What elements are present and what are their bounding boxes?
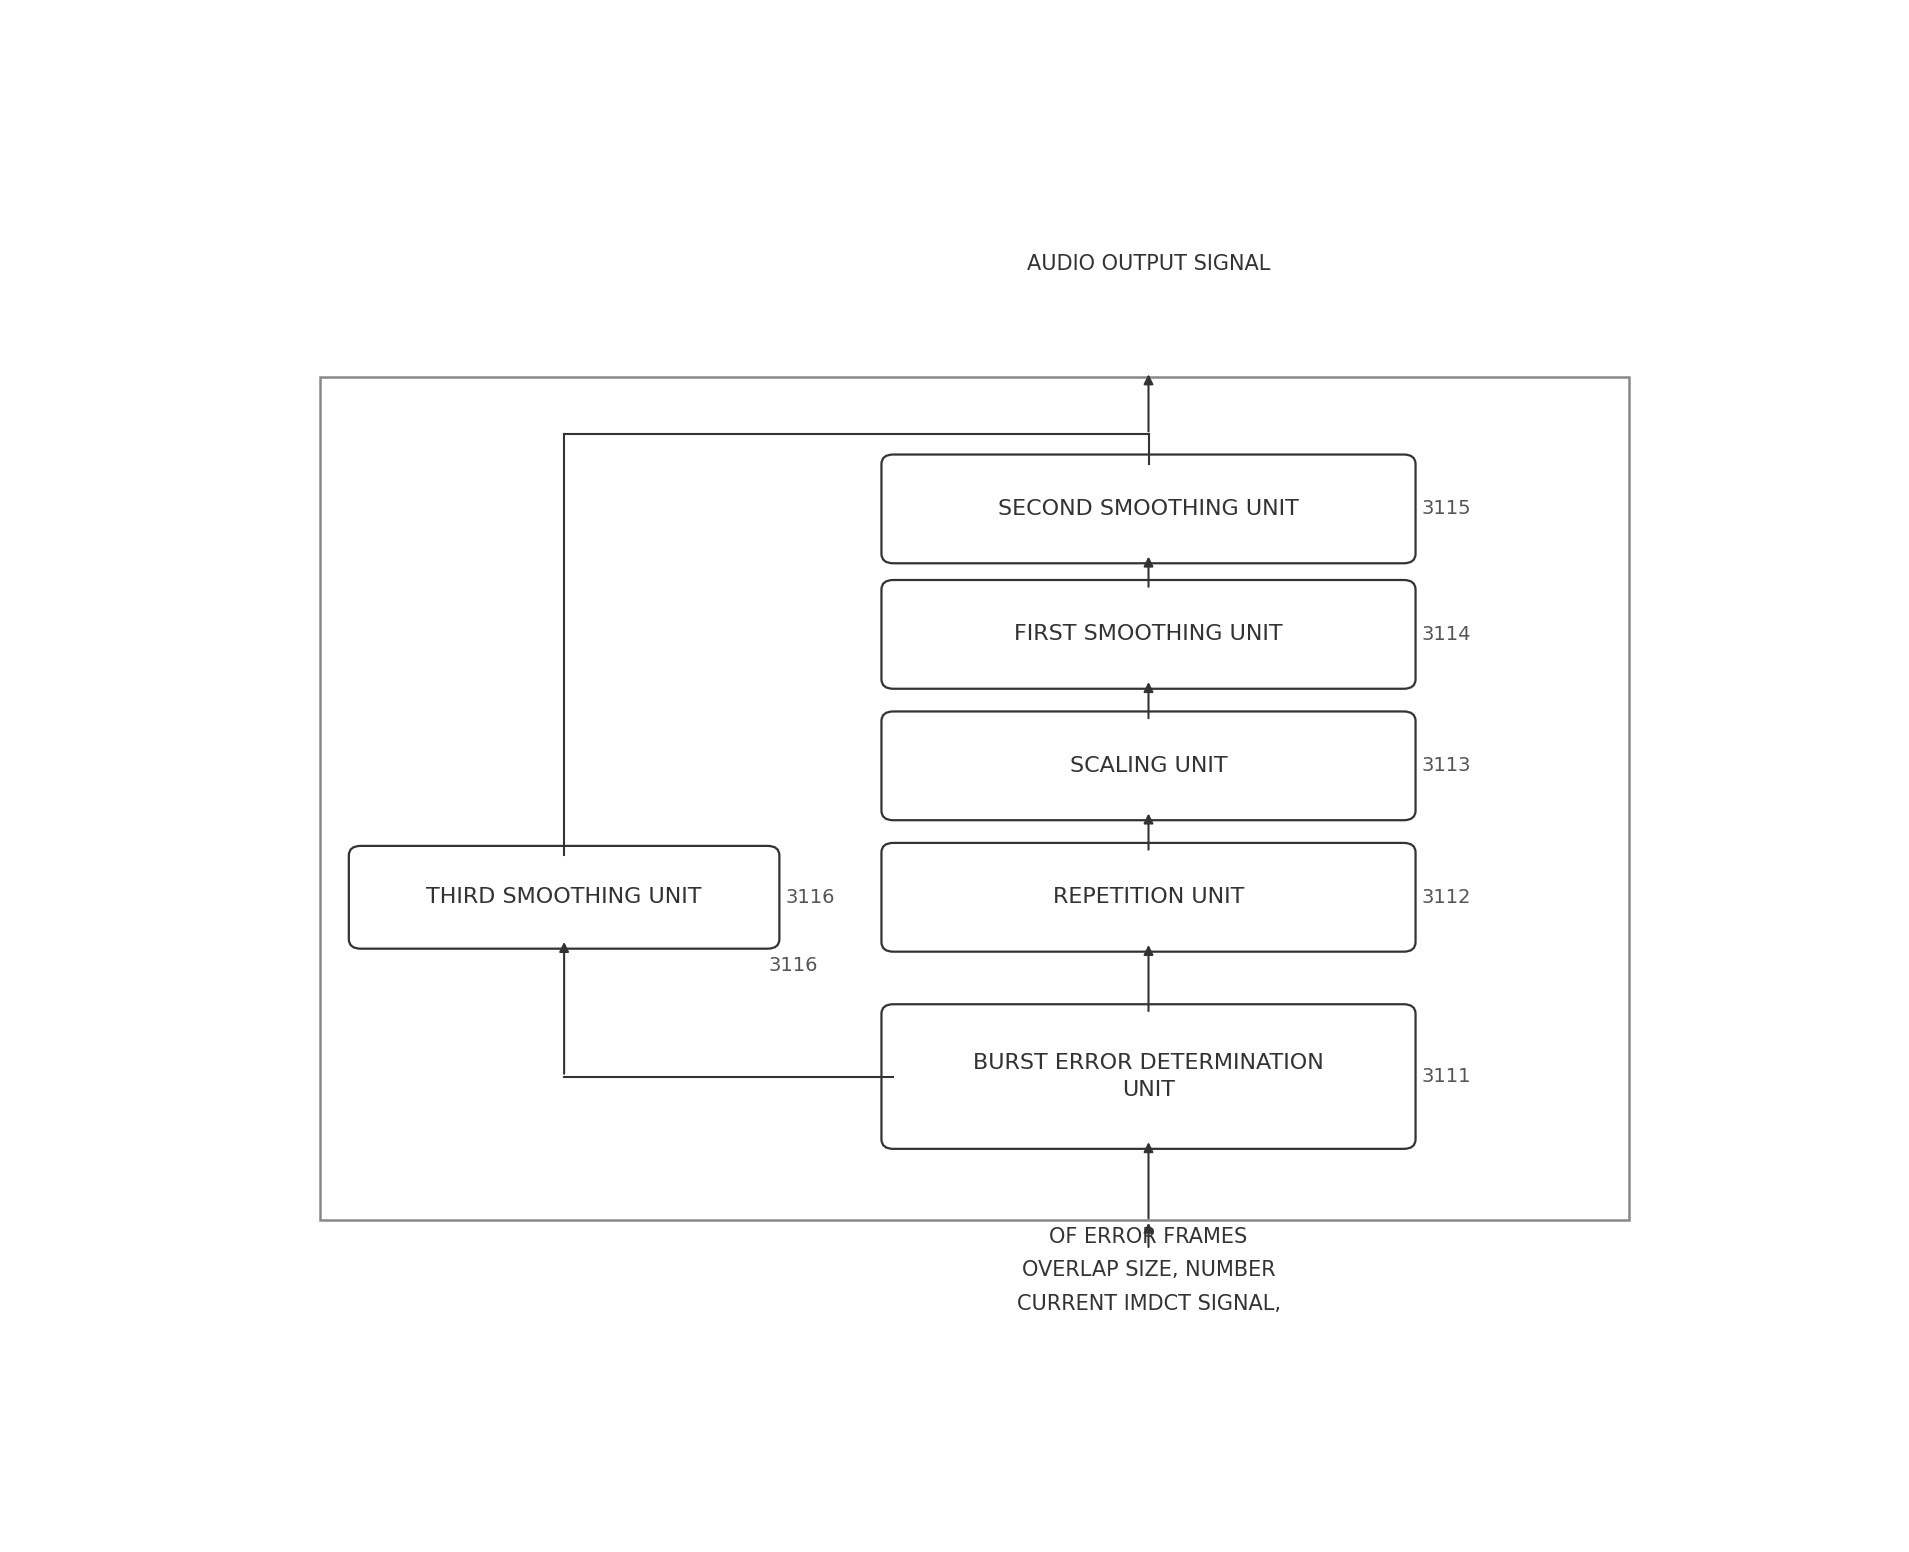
Text: OF ERROR FRAMES: OF ERROR FRAMES <box>1050 1226 1248 1246</box>
Text: SECOND SMOOTHING UNIT: SECOND SMOOTHING UNIT <box>998 498 1298 518</box>
Text: CURRENT IMDCT SIGNAL,: CURRENT IMDCT SIGNAL, <box>1016 1294 1281 1313</box>
FancyBboxPatch shape <box>882 711 1416 819</box>
Text: 3112: 3112 <box>1422 888 1472 906</box>
Text: 3115: 3115 <box>1422 500 1472 518</box>
Text: SCALING UNIT: SCALING UNIT <box>1069 756 1227 776</box>
Text: 3114: 3114 <box>1422 625 1472 644</box>
Text: 3113: 3113 <box>1422 756 1472 776</box>
Text: 3116: 3116 <box>785 888 834 906</box>
FancyBboxPatch shape <box>882 455 1416 563</box>
Text: FIRST SMOOTHING UNIT: FIRST SMOOTHING UNIT <box>1014 624 1283 644</box>
Text: THIRD SMOOTHING UNIT: THIRD SMOOTHING UNIT <box>426 888 703 908</box>
FancyBboxPatch shape <box>882 1004 1416 1148</box>
Text: 3116: 3116 <box>769 956 819 975</box>
Text: BURST ERROR DETERMINATION
UNIT: BURST ERROR DETERMINATION UNIT <box>974 1054 1323 1100</box>
Text: AUDIO OUTPUT SIGNAL: AUDIO OUTPUT SIGNAL <box>1027 255 1269 273</box>
FancyBboxPatch shape <box>349 846 779 948</box>
Text: REPETITION UNIT: REPETITION UNIT <box>1054 888 1245 908</box>
FancyBboxPatch shape <box>882 843 1416 951</box>
FancyBboxPatch shape <box>882 580 1416 689</box>
Text: OVERLAP SIZE, NUMBER: OVERLAP SIZE, NUMBER <box>1021 1260 1275 1280</box>
FancyBboxPatch shape <box>321 377 1630 1220</box>
Text: 3111: 3111 <box>1422 1068 1472 1086</box>
